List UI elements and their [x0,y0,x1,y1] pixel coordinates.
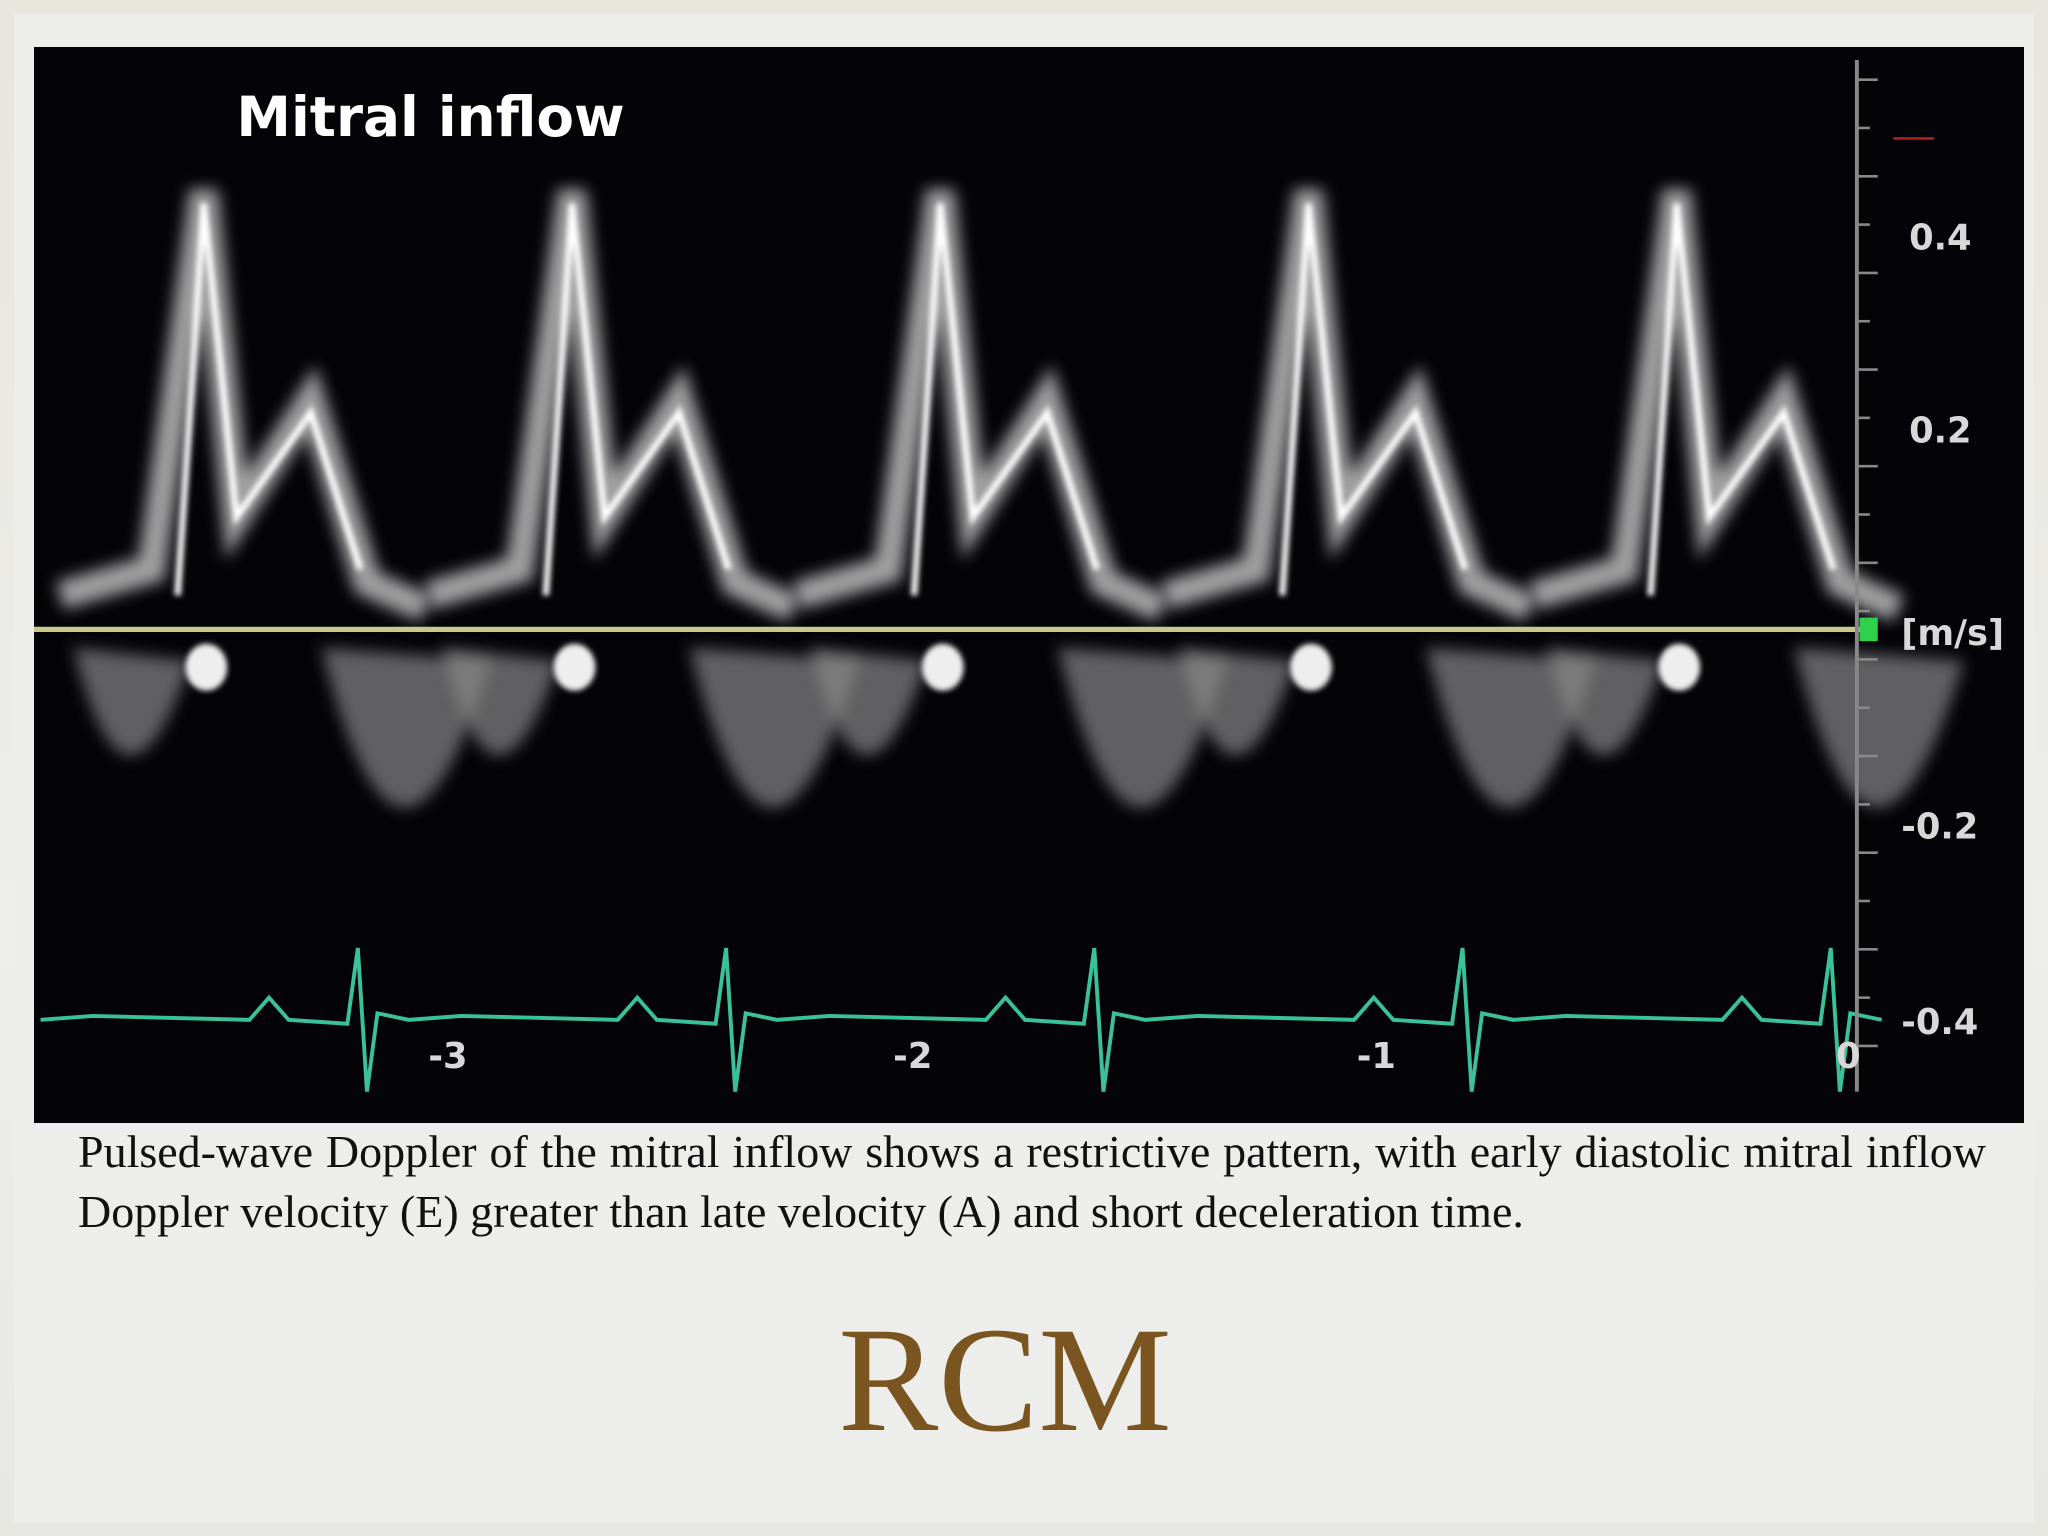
flow-blob [1658,643,1701,691]
image-background [34,47,2024,1123]
scale-label: 0.4 [1909,217,1971,258]
reverse-flow [809,647,1228,808]
time-label: -1 [1357,1036,1396,1077]
flow-peak [1279,203,1469,596]
flow-blob [553,643,596,691]
reverse-flow [73,647,492,808]
scale-label: -0.4 [1901,1002,1978,1043]
doppler-image: Mitral inflow 0.4 0.2 [m/s] -0.2 -0.4 -3… [34,47,2024,1123]
time-label: -2 [893,1036,932,1077]
reverse-flow [1177,647,1596,808]
caption: Pulsed-wave Doppler of the mitral inflow… [78,1126,1986,1237]
image-title: Mitral inflow [236,85,624,149]
scale-label: 0.2 [1909,411,1971,452]
scale-ticks [1856,78,1878,1048]
scale-label: -0.2 [1901,806,1978,847]
flow-peak [910,203,1101,596]
reverse-flow [441,647,860,808]
doppler-waves [40,73,1964,1092]
slide-title: RCM [838,1297,1172,1463]
ecg-trace [40,947,1883,1092]
baseline-marker [1859,617,1878,642]
time-label: -3 [428,1036,467,1077]
scale-label: [m/s] [1901,613,2004,654]
flow-peak [542,203,732,596]
flow-blob [1290,643,1332,691]
flow-peak [1647,203,1837,596]
reverse-flow [1546,647,1964,808]
flow-blob [185,643,228,691]
time-label: 0 [1836,1036,1861,1077]
flow-blob [921,643,964,691]
flow-peak [174,203,364,596]
